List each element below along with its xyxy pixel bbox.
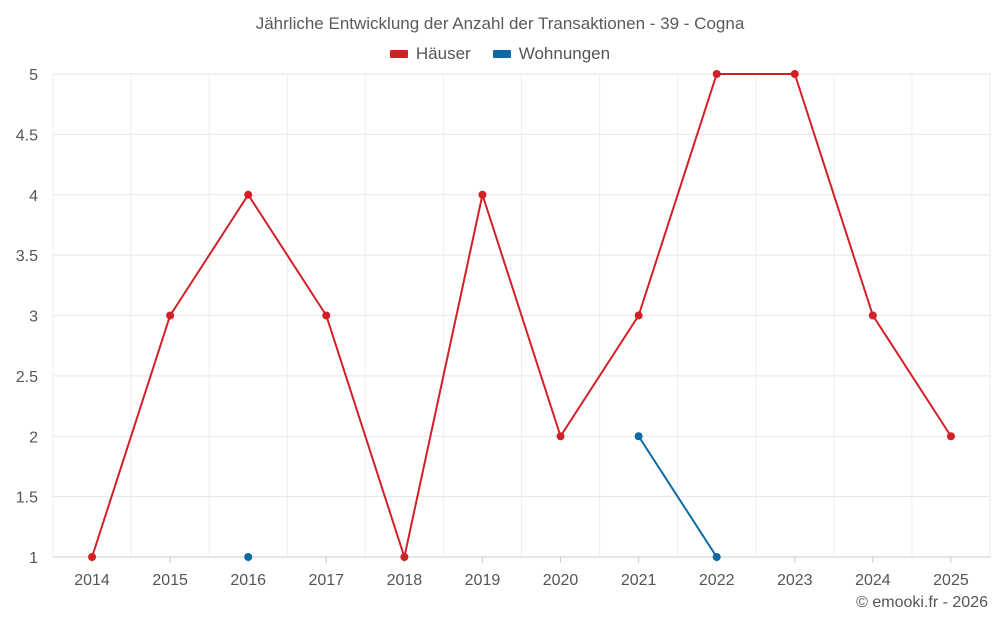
y-tick-label: 5 [29, 67, 38, 84]
data-point-haeuser [322, 311, 331, 320]
y-tick-label: 2.5 [16, 369, 38, 386]
series-line-haeuser [91, 73, 952, 558]
x-tick-label: 2021 [621, 572, 657, 589]
chart-title: Jährliche Entwicklung der Anzahl der Tra… [255, 14, 745, 33]
legend-item-haeuser[interactable]: Häuser [389, 44, 471, 64]
series-line-wohnungen [637, 435, 718, 558]
data-point-haeuser [946, 432, 955, 441]
data-point-haeuser [244, 190, 253, 199]
x-tick-label: 2023 [777, 572, 813, 589]
y-tick-label: 4.5 [16, 127, 38, 144]
chart-legend: Häuser Wohnungen [0, 44, 1000, 64]
data-point-haeuser [400, 553, 409, 561]
data-point-haeuser [478, 190, 487, 199]
legend-label-wohnungen: Wohnungen [518, 44, 611, 63]
data-point-haeuser [634, 311, 643, 320]
legend-item-wohnungen[interactable]: Wohnungen [492, 44, 611, 64]
x-tick-label: 2014 [74, 572, 110, 589]
x-tick-label: 2020 [543, 572, 579, 589]
data-point-haeuser [790, 70, 799, 78]
x-tick-label: 2025 [933, 572, 969, 589]
data-point-haeuser [166, 311, 175, 320]
x-tick-label: 2015 [152, 572, 188, 589]
data-point-haeuser [712, 70, 721, 78]
legend-swatch-haeuser [389, 50, 408, 58]
y-tick-label: 3.5 [16, 248, 38, 265]
x-tick-label: 2019 [465, 572, 501, 589]
x-tick-label: 2018 [387, 572, 423, 589]
data-point-wohnungen [634, 432, 643, 441]
x-tick-label: 2016 [230, 572, 266, 589]
y-tick-label: 2 [29, 429, 38, 446]
data-point-haeuser [556, 432, 565, 441]
x-tick-label: 2022 [699, 572, 735, 589]
legend-label-haeuser: Häuser [415, 44, 471, 63]
y-tick-label: 4 [29, 188, 38, 205]
x-tick-label: 2017 [308, 572, 344, 589]
y-tick-label: 3 [29, 309, 38, 326]
y-tick-label: 1 [29, 550, 38, 567]
data-point-haeuser [868, 311, 877, 320]
y-tick-label: 1.5 [16, 490, 38, 507]
credit-text: © emooki.fr - 2026 [856, 594, 988, 611]
legend-swatch-wohnungen [492, 50, 511, 58]
data-point-haeuser [88, 553, 97, 561]
data-point-wohnungen [712, 553, 721, 561]
data-point-wohnungen [244, 553, 253, 561]
x-tick-label: 2024 [855, 572, 891, 589]
